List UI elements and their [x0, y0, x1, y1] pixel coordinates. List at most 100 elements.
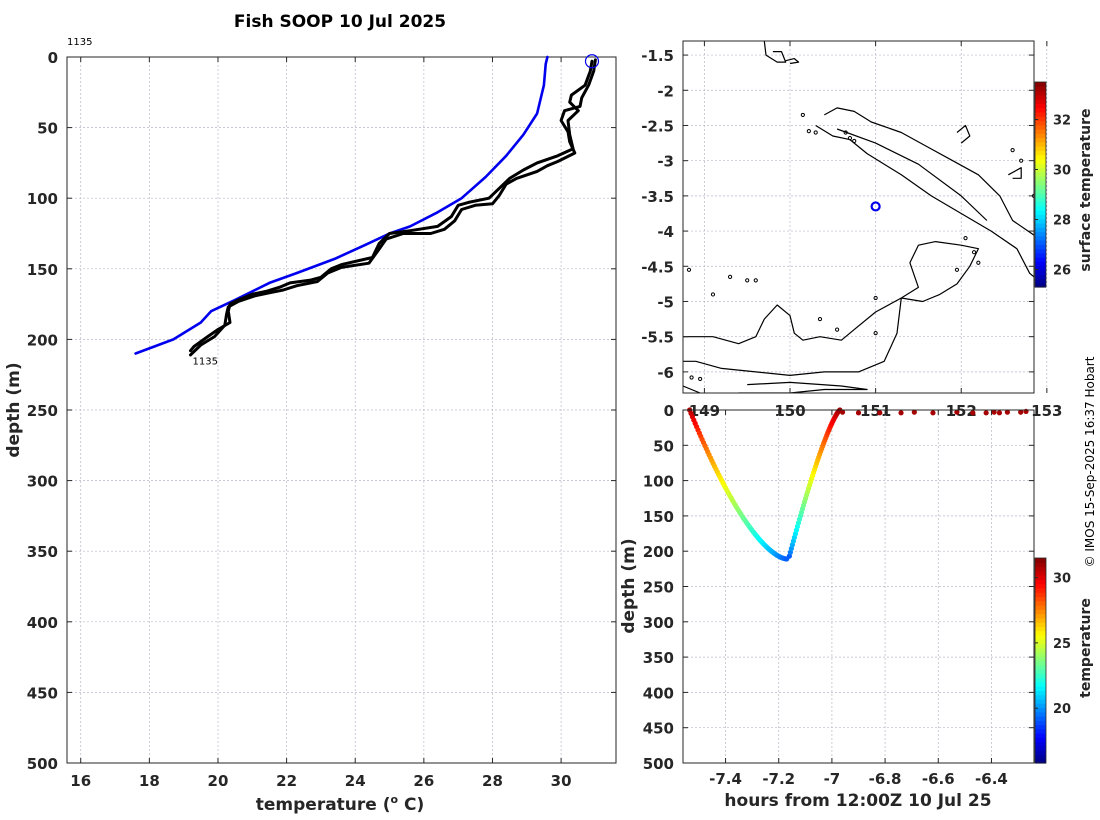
colorbar-segment	[1035, 677, 1046, 683]
colorbar-segment	[1035, 214, 1046, 220]
colorbar-segment	[1035, 180, 1046, 186]
x-tick-label: -6.6	[922, 770, 955, 788]
island	[817, 316, 823, 322]
colorbar-segment	[1035, 205, 1046, 211]
island	[1010, 148, 1015, 153]
coastline	[1008, 167, 1022, 179]
x-tick-label: 151	[860, 402, 891, 420]
series-line-upcast	[189, 58, 597, 357]
island	[800, 112, 805, 118]
colorbar-tick-label: 30	[1053, 572, 1071, 587]
scatter-point	[1004, 409, 1011, 415]
colorbar-frame	[1034, 81, 1047, 288]
colorbar-segment	[1035, 566, 1046, 572]
colorbar-segment	[1035, 656, 1046, 662]
y-tick-label: 50	[37, 120, 58, 138]
position-marker	[870, 201, 881, 212]
x-tick-label: 28	[482, 772, 503, 790]
colorbar-tick-label: 25	[1053, 637, 1071, 652]
colorbar-segment	[1035, 707, 1046, 713]
profile-series	[134, 54, 600, 357]
colorbar-segment	[1035, 261, 1046, 267]
colorbar-segment	[1035, 158, 1046, 164]
y-tick-label: -5.5	[641, 329, 674, 347]
colorbar-segment	[1035, 690, 1046, 696]
colorbar-segment	[1035, 282, 1046, 288]
profile-y-ticks: 0 50 100 150 200 250 300 350 400 450 500	[27, 49, 616, 773]
x-tick-label: 24	[345, 772, 366, 790]
island	[689, 375, 694, 380]
map-grid	[683, 41, 1048, 393]
scatter-point	[839, 409, 846, 415]
y-tick-label: 300	[643, 614, 674, 632]
colorbar-segment	[1035, 724, 1046, 730]
colorbar-segment	[1035, 664, 1046, 670]
coastline	[815, 107, 1034, 278]
y-tick-label: 250	[27, 402, 58, 420]
y-tick-label: 200	[27, 331, 58, 349]
colorbar-segment	[1035, 137, 1046, 143]
colorbar-segment	[1035, 694, 1046, 700]
coastline	[763, 41, 787, 63]
y-tick-label: -4.5	[641, 258, 674, 276]
x-tick-label: 30	[551, 772, 572, 790]
colorbar-segment	[1035, 120, 1046, 126]
x-tick-label: -7.2	[762, 770, 795, 788]
colorbar-segment	[1035, 562, 1046, 568]
island	[813, 130, 818, 135]
colorbar-segment	[1035, 197, 1046, 203]
island	[847, 136, 853, 141]
x-tick-label: 16	[70, 772, 91, 790]
colorbar-segment	[1035, 154, 1046, 160]
colorbar-segment	[1035, 758, 1046, 764]
colorbar-segment	[1035, 235, 1046, 241]
colorbar-segment	[1035, 184, 1046, 190]
colorbar-segment	[1035, 703, 1046, 709]
time-y-ticks: 0 50 100 150 200 250 300 350 400 450 500	[643, 402, 1034, 773]
colorbar-segment	[1035, 210, 1046, 215]
y-tick-label: 500	[27, 755, 58, 773]
y-tick-label: 150	[643, 508, 674, 526]
colorbar-segment	[1035, 231, 1046, 237]
chart-title: Fish SOOP 10 Jul 2025	[234, 12, 446, 32]
colorbar-segment	[1035, 596, 1046, 602]
x-tick-label: -6.8	[869, 770, 902, 788]
colorbar-segment	[1035, 741, 1046, 747]
y-tick-label: 450	[27, 684, 58, 702]
colorbar-segment	[1035, 86, 1046, 92]
x-tick-label: -6.4	[975, 770, 1008, 788]
scatter-point	[877, 410, 883, 416]
scatter-point	[1018, 409, 1024, 415]
scatter-point	[991, 409, 997, 415]
colorbar-segment	[1035, 626, 1046, 632]
colorbar-segment	[1035, 128, 1046, 134]
colorbar-segment	[1035, 175, 1046, 181]
map-y-ticks: -1.5 -2 -2.5 -3 -3.5 -4 -4.5 -5 -5.5 -6	[641, 47, 1034, 382]
time-y-label: depth (m)	[619, 538, 639, 633]
colorbar-segment	[1035, 171, 1046, 177]
colorbar-segment	[1035, 686, 1046, 691]
colorbar-segment	[1035, 193, 1046, 198]
profile-x-ticks: 16 18 20 22 24 26 28 30	[70, 57, 572, 790]
profile-grid	[67, 56, 616, 764]
colorbar-segment	[1035, 201, 1046, 207]
colorbar-tick-label: 30	[1053, 164, 1071, 179]
colorbar-segment	[1035, 711, 1046, 717]
profile-y-label: depth (m)	[4, 362, 24, 457]
colorbar-segment	[1035, 733, 1046, 738]
coastline	[785, 57, 800, 65]
island	[971, 250, 977, 255]
x-tick-label: 152	[946, 402, 977, 420]
scatter-point	[898, 410, 904, 416]
island	[686, 267, 692, 272]
colorbar-segment	[1035, 609, 1046, 615]
surface-temperature-label: surface temperature	[1078, 108, 1094, 271]
scatter-point	[983, 410, 989, 416]
colorbar-segment	[1035, 630, 1046, 636]
y-tick-label: 0	[664, 402, 674, 420]
colorbar-segment	[1035, 720, 1046, 726]
island	[698, 376, 703, 382]
colorbar-segment	[1035, 248, 1046, 254]
y-tick-label: -3	[657, 153, 674, 171]
